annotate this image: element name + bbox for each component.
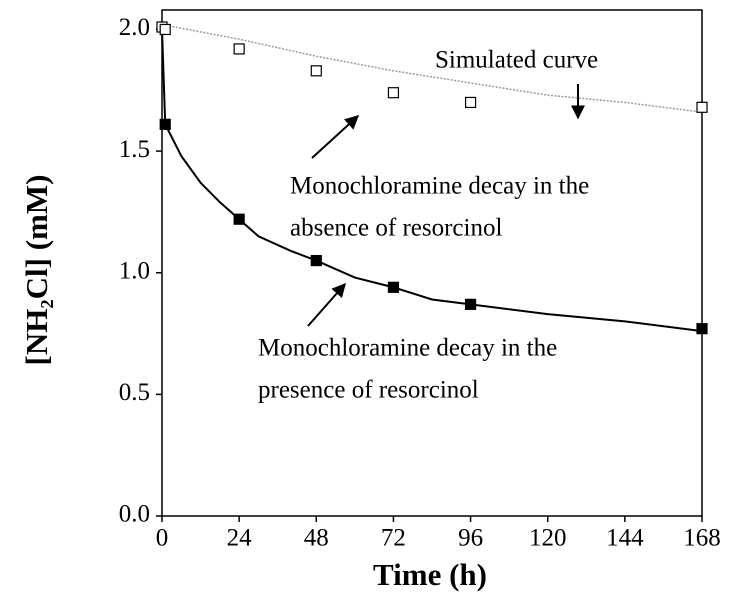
marker — [233, 43, 245, 55]
annotation: Monochloramine decay in the — [258, 335, 557, 362]
y-axis-title: [NH₂Cl] (mM) — [19, 175, 54, 366]
line — [161, 23, 703, 113]
x-tick-label: 72 — [381, 525, 406, 552]
y-tick-label: 1.5 — [119, 136, 150, 163]
arrow — [307, 282, 346, 327]
marker — [159, 118, 171, 130]
line — [161, 29, 703, 333]
x-tick-label: 144 — [606, 525, 644, 552]
plot-frame — [161, 9, 703, 517]
marker — [233, 213, 245, 225]
x-tick-label: 168 — [683, 525, 721, 552]
annotation: Simulated curve — [435, 47, 598, 74]
annotation: presence of resorcinol — [258, 377, 479, 404]
x-axis-title: Time (h) — [373, 557, 487, 592]
marker — [696, 101, 708, 113]
x-tick-label: 24 — [227, 525, 253, 552]
y-tick-label: 0.0 — [119, 501, 150, 528]
marker — [696, 323, 708, 335]
arrow — [311, 115, 360, 159]
x-tick-label: 96 — [458, 525, 483, 552]
y-tick-label: 2.0 — [119, 14, 150, 41]
marker — [159, 23, 171, 36]
x-tick-label: 48 — [304, 525, 329, 552]
annotation: absence of resorcinol — [290, 215, 502, 242]
marker — [464, 96, 477, 109]
marker — [387, 281, 400, 293]
marker — [387, 87, 400, 99]
x-tick-label: 0 — [156, 525, 169, 552]
marker — [310, 65, 322, 77]
annotation: Monochloramine decay in the — [290, 173, 589, 200]
y-tick-label: 0.5 — [119, 379, 150, 406]
y-tick-label: 1.0 — [119, 257, 150, 284]
marker — [464, 298, 477, 310]
x-tick-label: 120 — [529, 525, 567, 552]
marker — [310, 254, 322, 267]
